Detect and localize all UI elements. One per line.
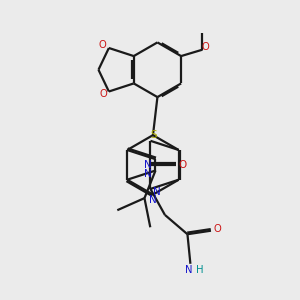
Text: N: N: [185, 265, 193, 275]
Text: O: O: [214, 224, 221, 234]
Text: O: O: [98, 40, 106, 50]
Text: O: O: [202, 42, 209, 52]
Text: O: O: [99, 89, 107, 99]
Text: N: N: [152, 188, 160, 197]
Text: S: S: [150, 130, 157, 140]
Text: O: O: [178, 160, 186, 170]
Text: H: H: [196, 265, 204, 275]
Text: N: N: [149, 195, 157, 205]
Text: N: N: [144, 160, 152, 170]
Text: N: N: [144, 169, 152, 178]
